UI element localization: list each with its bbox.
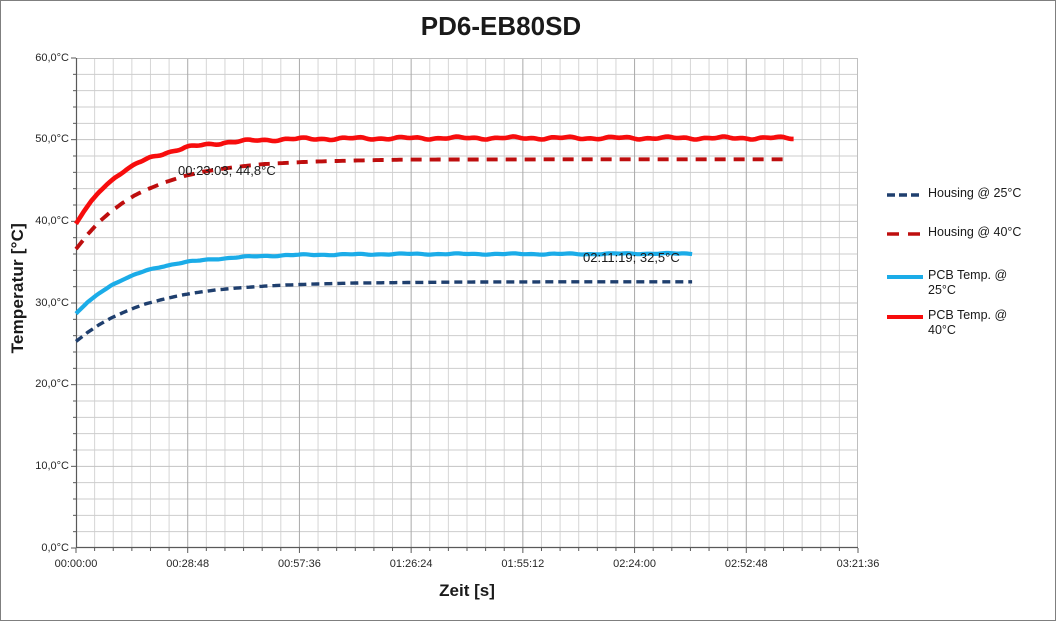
x-tick-label: 00:57:36 [278,558,321,570]
y-tick-label: 0,0°C [41,541,69,554]
x-tick-label: 02:52:48 [724,558,768,570]
legend-item: Housing @ 25°C [886,186,1021,201]
series-curve-1 [74,157,784,251]
legend-label: PCB Temp. @40°C [928,308,1008,337]
x-tick-label: 01:26:24 [389,558,433,570]
y-tick-label: 10,0°C [35,459,69,472]
series-curve-0 [74,280,693,343]
x-tick-label: 02:24:00 [613,558,656,570]
x-tick-label: 03:21:36 [836,558,880,570]
legend-line-swatch-icon [887,275,923,279]
y-tick-label: 60,0°C [35,51,69,64]
x-axis-title: Zeit [s] [439,581,495,600]
legend-item: PCB Temp. @25°C [886,268,1007,298]
legend-line-swatch-icon [887,315,923,319]
plot-area [71,57,859,553]
legend-label: PCB Temp. @25°C [928,268,1008,297]
legend-item: PCB Temp. @40°C [886,308,1007,338]
legend-label: Housing @ 25°C [928,186,1022,200]
y-tick-label: 30,0°C [35,296,69,309]
x-tick-label: 01:55:12 [501,558,545,570]
data-label-housing-40: 00:23:03; 44,8°C [178,163,276,178]
series-curve-3 [74,134,794,226]
data-label-housing-25: 02:11:19; 32,5°C [583,250,680,265]
chart-title: PD6-EB80SD [420,11,582,41]
legend-line-swatch-icon [887,232,923,236]
y-tick-label: 50,0°C [35,133,69,146]
legend-label: Housing @ 40°C [928,225,1022,239]
legend-line-swatch-icon [887,193,923,197]
x-tick-label: 00:28:48 [166,558,210,570]
y-tick-label: 20,0°C [35,378,69,391]
series-curve-2 [74,250,693,316]
legend-item: Housing @ 40°C [886,225,1021,240]
x-tick-label: 00:00:00 [54,558,98,570]
y-axis-title: Temperatur [°C] [8,223,27,354]
y-tick-label: 40,0°C [35,214,69,227]
